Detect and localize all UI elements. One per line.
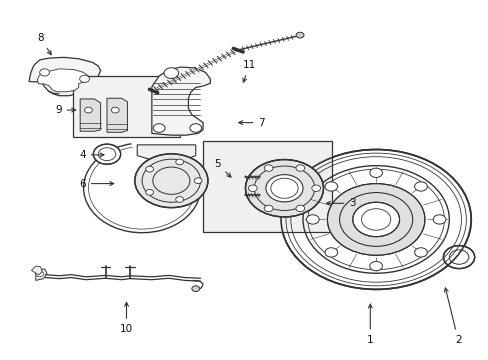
Circle shape: [40, 69, 49, 76]
Circle shape: [443, 246, 474, 269]
Circle shape: [36, 271, 43, 277]
Polygon shape: [37, 69, 88, 92]
Polygon shape: [31, 266, 42, 275]
Circle shape: [80, 75, 89, 82]
Circle shape: [327, 184, 424, 255]
Circle shape: [135, 154, 207, 208]
Circle shape: [296, 32, 304, 38]
Circle shape: [264, 205, 272, 212]
Text: 2: 2: [444, 288, 461, 345]
Circle shape: [248, 185, 257, 192]
Text: 7: 7: [238, 118, 264, 128]
Circle shape: [194, 178, 202, 184]
Circle shape: [153, 124, 164, 132]
Circle shape: [175, 197, 183, 202]
Circle shape: [265, 175, 303, 202]
Text: 5: 5: [214, 159, 230, 177]
Text: 1: 1: [366, 304, 373, 345]
Polygon shape: [107, 98, 127, 132]
Circle shape: [306, 215, 319, 224]
Circle shape: [84, 107, 92, 113]
Circle shape: [189, 124, 201, 132]
Polygon shape: [36, 269, 47, 280]
Circle shape: [175, 159, 183, 165]
Circle shape: [93, 144, 121, 164]
Polygon shape: [80, 99, 101, 131]
Circle shape: [311, 185, 320, 192]
Text: 9: 9: [55, 105, 76, 115]
Circle shape: [414, 248, 427, 257]
Circle shape: [145, 189, 153, 195]
Circle shape: [414, 182, 427, 191]
Circle shape: [325, 248, 337, 257]
Circle shape: [295, 165, 304, 171]
Text: 6: 6: [79, 179, 114, 189]
Text: 10: 10: [120, 302, 133, 334]
Circle shape: [369, 168, 382, 177]
Circle shape: [281, 149, 470, 289]
Bar: [73, 76, 180, 137]
Circle shape: [352, 202, 399, 237]
Text: 11: 11: [242, 60, 256, 82]
Circle shape: [191, 286, 199, 292]
Text: 4: 4: [79, 150, 104, 160]
Circle shape: [163, 68, 178, 78]
Polygon shape: [29, 57, 101, 96]
Circle shape: [145, 166, 153, 172]
Circle shape: [245, 159, 323, 217]
Circle shape: [295, 205, 304, 212]
Circle shape: [432, 215, 445, 224]
Bar: [203, 140, 331, 232]
Polygon shape: [152, 67, 210, 135]
Circle shape: [369, 261, 382, 271]
Text: 8: 8: [37, 33, 51, 55]
Circle shape: [111, 107, 119, 113]
Polygon shape: [137, 145, 195, 163]
Circle shape: [264, 165, 272, 171]
Circle shape: [325, 182, 337, 191]
Text: 3: 3: [326, 198, 355, 208]
